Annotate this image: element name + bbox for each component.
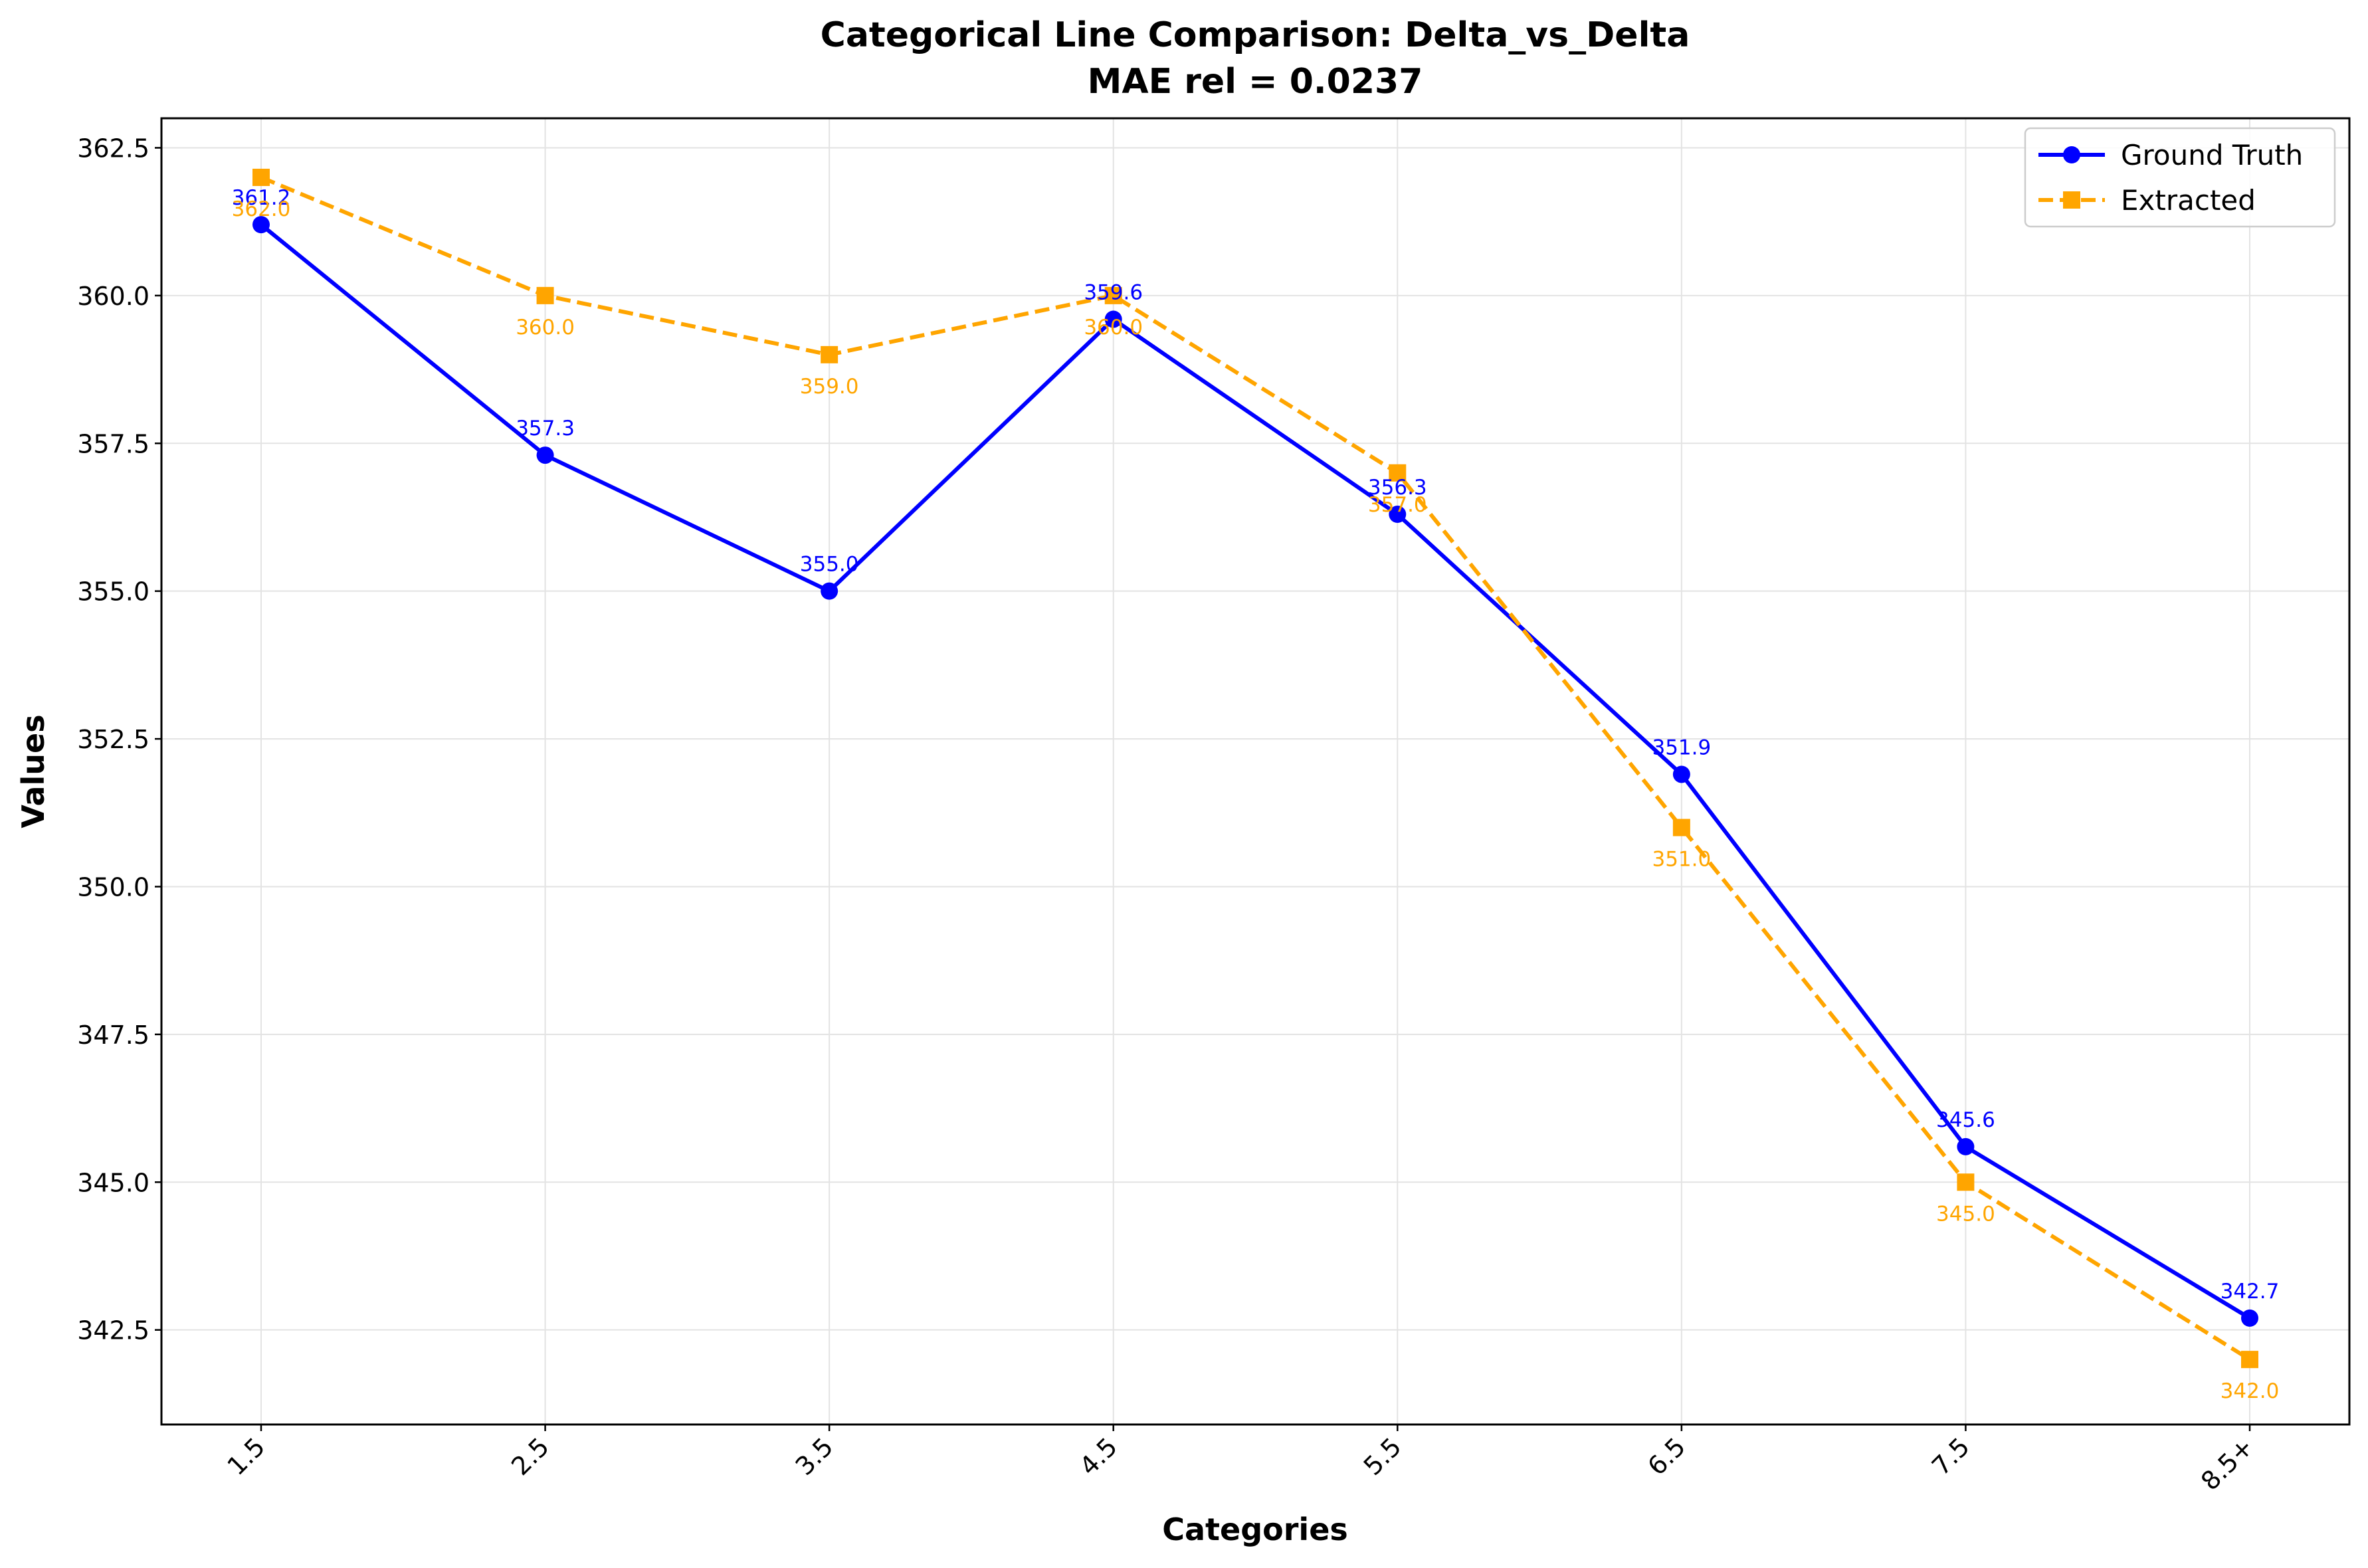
data-label-extracted: 345.0 bbox=[1936, 1202, 1995, 1226]
plot-frame bbox=[160, 117, 2351, 1426]
data-label-ground-truth: 342.7 bbox=[2220, 1280, 2280, 1304]
legend-label: Ground Truth bbox=[2121, 139, 2303, 171]
x-axis-label: Categories bbox=[1162, 1512, 1348, 1547]
data-label-extracted: 351.0 bbox=[1652, 848, 1711, 872]
data-label-extracted: 360.0 bbox=[516, 316, 575, 340]
data-point-ground-truth bbox=[536, 446, 554, 464]
y-axis: 342.5 345.0 347.5 350.0 352.5 355.0 357.5 360.0… bbox=[77, 134, 161, 1345]
y-tick-label: 350.0 bbox=[77, 872, 149, 902]
data-label-extracted: 360.0 bbox=[1084, 316, 1143, 340]
series-group bbox=[252, 168, 2258, 1369]
data-label-ground-truth: 356.3 bbox=[1368, 476, 1427, 500]
y-axis-label: Values bbox=[15, 714, 51, 828]
data-label-extracted: 357.0 bbox=[1368, 493, 1427, 517]
data-label-ground-truth: 351.9 bbox=[1652, 735, 1711, 759]
data-label-ground-truth: 345.6 bbox=[1936, 1108, 1995, 1132]
data-point-ground-truth bbox=[1104, 310, 1122, 328]
data-label-extracted: 362.0 bbox=[232, 197, 291, 221]
series-line-ground-truth bbox=[260, 223, 2251, 1320]
data-point-extracted bbox=[2241, 1351, 2258, 1369]
chart-subtitle: MAE rel = 0.0237 bbox=[1088, 62, 1423, 102]
data-labels: 361.2 357.3 355.0 359.6 356.3 351.9 345.6 342.7… bbox=[232, 186, 2280, 1403]
data-label-ground-truth: 357.3 bbox=[516, 417, 575, 441]
chart-title: Categorical Line Comparison: Delta_vs_De… bbox=[821, 15, 1690, 55]
data-label-ground-truth: 359.6 bbox=[1084, 280, 1143, 304]
data-point-extracted bbox=[1672, 819, 1690, 836]
data-label-extracted: 342.0 bbox=[2220, 1379, 2280, 1403]
y-tick-label: 345.0 bbox=[77, 1168, 149, 1197]
y-tick-label: 347.5 bbox=[77, 1021, 149, 1050]
y-tick-label: 355.0 bbox=[77, 577, 149, 607]
legend-label: Extracted bbox=[2121, 184, 2256, 217]
series-line-extracted bbox=[260, 175, 2251, 1361]
data-label-ground-truth: 361.2 bbox=[232, 186, 291, 210]
data-point-ground-truth bbox=[2241, 1309, 2258, 1327]
data-label-extracted: 359.0 bbox=[800, 375, 859, 399]
data-point-ground-truth bbox=[1957, 1137, 1975, 1155]
data-point-ground-truth bbox=[821, 582, 839, 600]
data-label-ground-truth: 355.0 bbox=[800, 553, 859, 577]
y-tick-label: 342.5 bbox=[77, 1316, 149, 1345]
y-tick-label: 357.5 bbox=[77, 429, 149, 458]
legend: Ground Truth Extracted bbox=[2024, 127, 2336, 228]
data-point-extracted bbox=[1389, 464, 1407, 482]
y-tick-label: 352.5 bbox=[77, 725, 149, 754]
legend-marker-square bbox=[2063, 191, 2080, 209]
grid-lines bbox=[161, 118, 2349, 1424]
legend-marker-circle bbox=[2063, 146, 2080, 163]
data-point-extracted bbox=[1104, 286, 1122, 304]
data-point-extracted bbox=[536, 286, 554, 304]
data-point-extracted bbox=[252, 168, 270, 186]
y-tick-label: 362.5 bbox=[77, 134, 149, 163]
y-tick-label: 360.0 bbox=[77, 282, 149, 311]
data-point-extracted bbox=[1957, 1173, 1975, 1191]
data-point-ground-truth bbox=[252, 216, 270, 234]
data-point-ground-truth bbox=[1672, 765, 1690, 783]
data-point-ground-truth bbox=[1389, 506, 1407, 524]
data-point-extracted bbox=[821, 345, 839, 363]
